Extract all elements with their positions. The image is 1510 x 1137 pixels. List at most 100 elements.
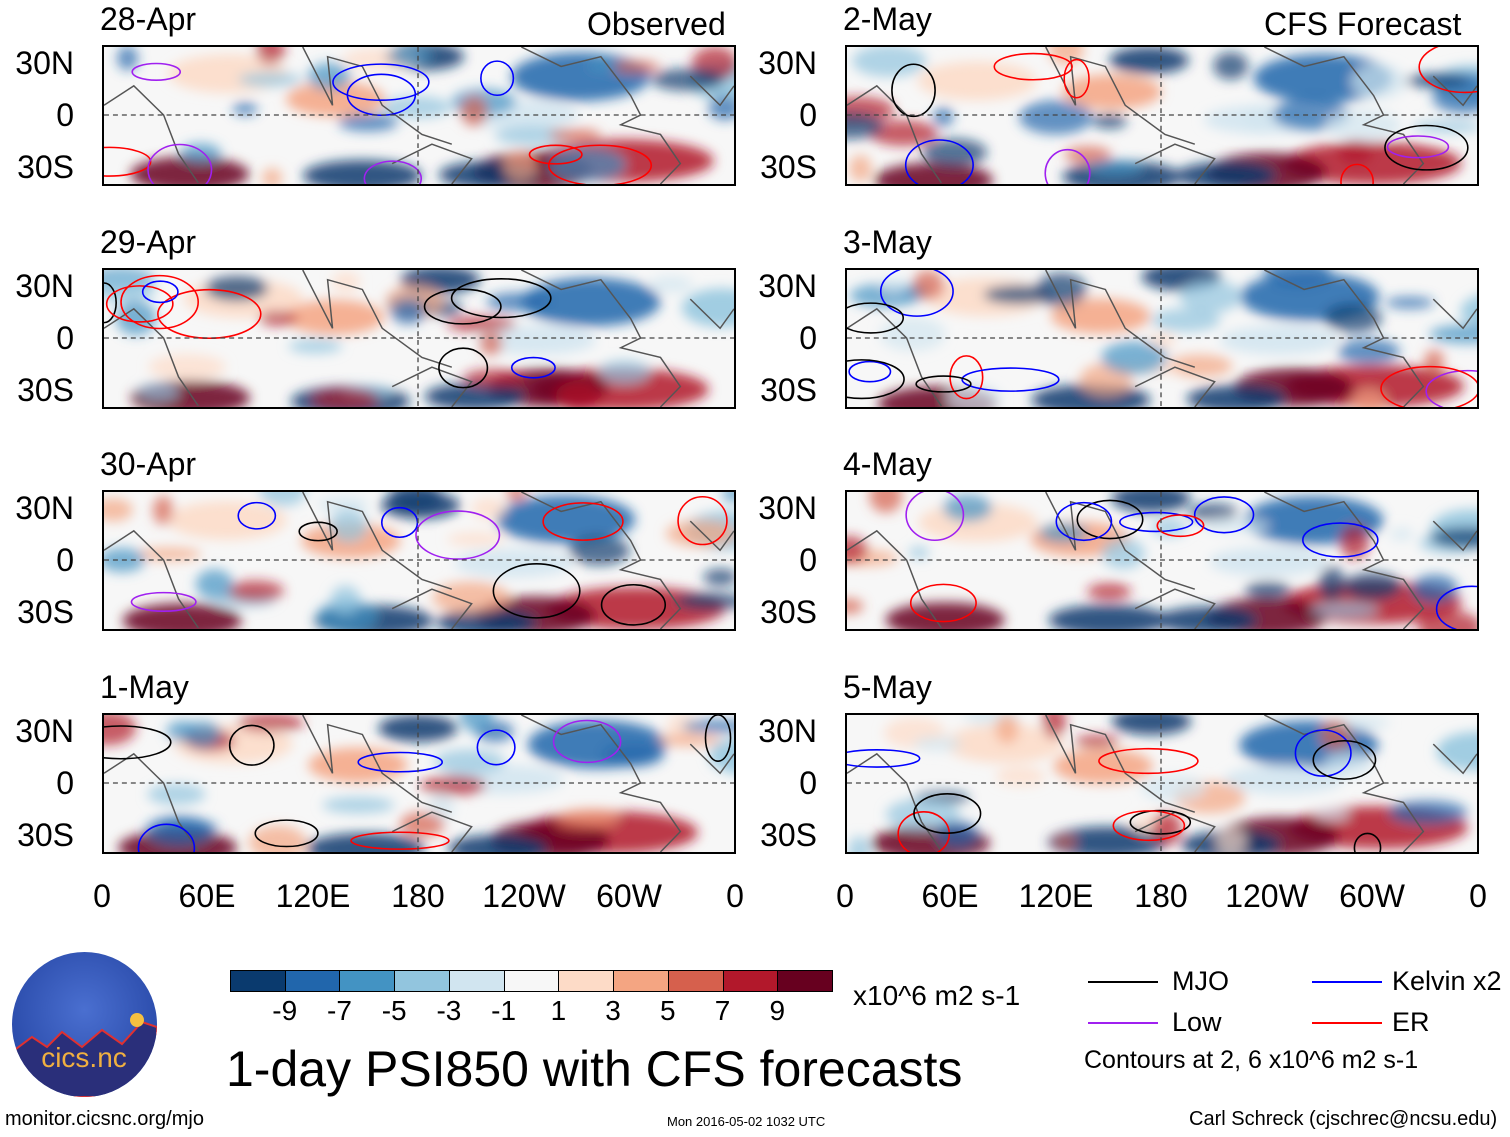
contour bbox=[1129, 809, 1192, 835]
lon-label: 120W bbox=[482, 878, 566, 914]
coastline bbox=[1432, 743, 1477, 775]
coastline bbox=[1134, 588, 1216, 629]
lon-label: 60W bbox=[596, 878, 662, 914]
colorbar-label: -5 bbox=[381, 995, 407, 1026]
colorbar-swatch bbox=[394, 970, 450, 992]
contour bbox=[104, 725, 172, 760]
map-panel bbox=[845, 713, 1479, 854]
panel-date: 5-May bbox=[843, 669, 932, 705]
colorbar-swatch bbox=[284, 970, 341, 992]
lat-label: 30N bbox=[15, 268, 74, 304]
map-panel bbox=[845, 268, 1479, 409]
contour bbox=[847, 302, 904, 334]
coastline bbox=[1264, 47, 1425, 184]
coastline bbox=[1134, 143, 1216, 184]
panel-date: 2-May bbox=[843, 1, 932, 37]
contour bbox=[423, 288, 502, 325]
lat-label: 30S bbox=[760, 149, 817, 185]
contour bbox=[1044, 148, 1091, 184]
coastline bbox=[847, 752, 943, 852]
lon-label: 120W bbox=[1225, 878, 1309, 914]
lat-label: 30S bbox=[760, 817, 817, 853]
contour bbox=[677, 495, 728, 546]
colorbar-label: -3 bbox=[436, 995, 462, 1026]
contour bbox=[350, 831, 450, 850]
lon-label: 180 bbox=[391, 878, 445, 914]
lat-label: 30N bbox=[758, 713, 817, 749]
contour bbox=[1425, 369, 1477, 407]
lon-label: 60E bbox=[921, 878, 979, 914]
contour bbox=[909, 583, 977, 623]
lat-label: 30S bbox=[17, 149, 74, 185]
colorbar-swatch bbox=[503, 970, 560, 992]
legend-label-kelvin: Kelvin x2 bbox=[1392, 966, 1502, 996]
legend-label-mjo: MJO bbox=[1172, 966, 1229, 996]
contour bbox=[552, 719, 622, 764]
footer-timestamp: Mon 2016-05-02 1032 UTC bbox=[667, 1114, 826, 1129]
contour bbox=[104, 282, 117, 324]
lon-label: 0 bbox=[93, 878, 111, 914]
cics-logo: cics.nc bbox=[12, 952, 157, 1097]
coastline bbox=[689, 743, 734, 775]
lat-label: 30N bbox=[15, 713, 74, 749]
lat-label: 0 bbox=[799, 765, 817, 801]
contour bbox=[891, 63, 936, 118]
lat-label: 30N bbox=[15, 490, 74, 526]
colorbar-swatch bbox=[722, 970, 779, 992]
coastline bbox=[847, 307, 943, 407]
lat-label: 30S bbox=[760, 372, 817, 408]
contour bbox=[1302, 522, 1379, 558]
map-panel bbox=[102, 490, 736, 631]
lat-label: 30S bbox=[17, 817, 74, 853]
lat-label: 0 bbox=[799, 97, 817, 133]
colorbar-swatch bbox=[777, 970, 833, 992]
contour bbox=[879, 270, 954, 317]
lon-label: 0 bbox=[836, 878, 854, 914]
contour bbox=[547, 144, 653, 184]
legend-line-er bbox=[1312, 1022, 1382, 1024]
contour bbox=[137, 823, 196, 852]
legend-label-er: ER bbox=[1392, 1007, 1430, 1037]
coastline bbox=[1432, 520, 1477, 552]
contour bbox=[1294, 729, 1352, 777]
contour bbox=[415, 510, 501, 560]
lon-label: 60E bbox=[178, 878, 236, 914]
contour bbox=[847, 749, 921, 768]
contour bbox=[913, 793, 982, 834]
contour bbox=[357, 751, 443, 773]
contour bbox=[704, 715, 732, 762]
colorbar-swatch bbox=[339, 970, 396, 992]
coastline bbox=[847, 529, 943, 629]
contour bbox=[600, 584, 667, 626]
contour bbox=[147, 143, 213, 184]
lat-label: 0 bbox=[56, 97, 74, 133]
contour bbox=[1098, 747, 1199, 775]
coastline bbox=[1045, 492, 1196, 590]
colorbar-label: 3 bbox=[605, 995, 621, 1026]
coastline bbox=[302, 715, 453, 813]
coastline bbox=[391, 811, 473, 852]
contour bbox=[1380, 365, 1477, 407]
contour bbox=[298, 521, 338, 542]
map-panel bbox=[845, 490, 1479, 631]
lat-label: 30N bbox=[758, 490, 817, 526]
map-panel bbox=[102, 45, 736, 186]
contour bbox=[480, 60, 515, 97]
colorbar-swatch bbox=[613, 970, 669, 992]
lat-label: 30N bbox=[758, 268, 817, 304]
contour bbox=[130, 591, 197, 612]
colorbar-units: x10^6 m2 s-1 bbox=[853, 980, 1021, 1011]
panel-date: 28-Apr bbox=[100, 1, 197, 37]
contour bbox=[961, 367, 1060, 392]
logo-text: cics.nc bbox=[41, 1042, 127, 1073]
contour bbox=[254, 819, 319, 848]
panel-date: 30-Apr bbox=[100, 446, 197, 482]
legend-line-kelvin bbox=[1312, 981, 1382, 983]
coastline bbox=[391, 588, 473, 629]
contour bbox=[332, 63, 430, 101]
contour bbox=[237, 501, 277, 530]
colorbar-label: 1 bbox=[550, 995, 567, 1026]
lat-label: 30S bbox=[17, 594, 74, 630]
footer-url[interactable]: monitor.cicsnc.org/mjo bbox=[5, 1108, 204, 1130]
contour bbox=[438, 347, 489, 389]
